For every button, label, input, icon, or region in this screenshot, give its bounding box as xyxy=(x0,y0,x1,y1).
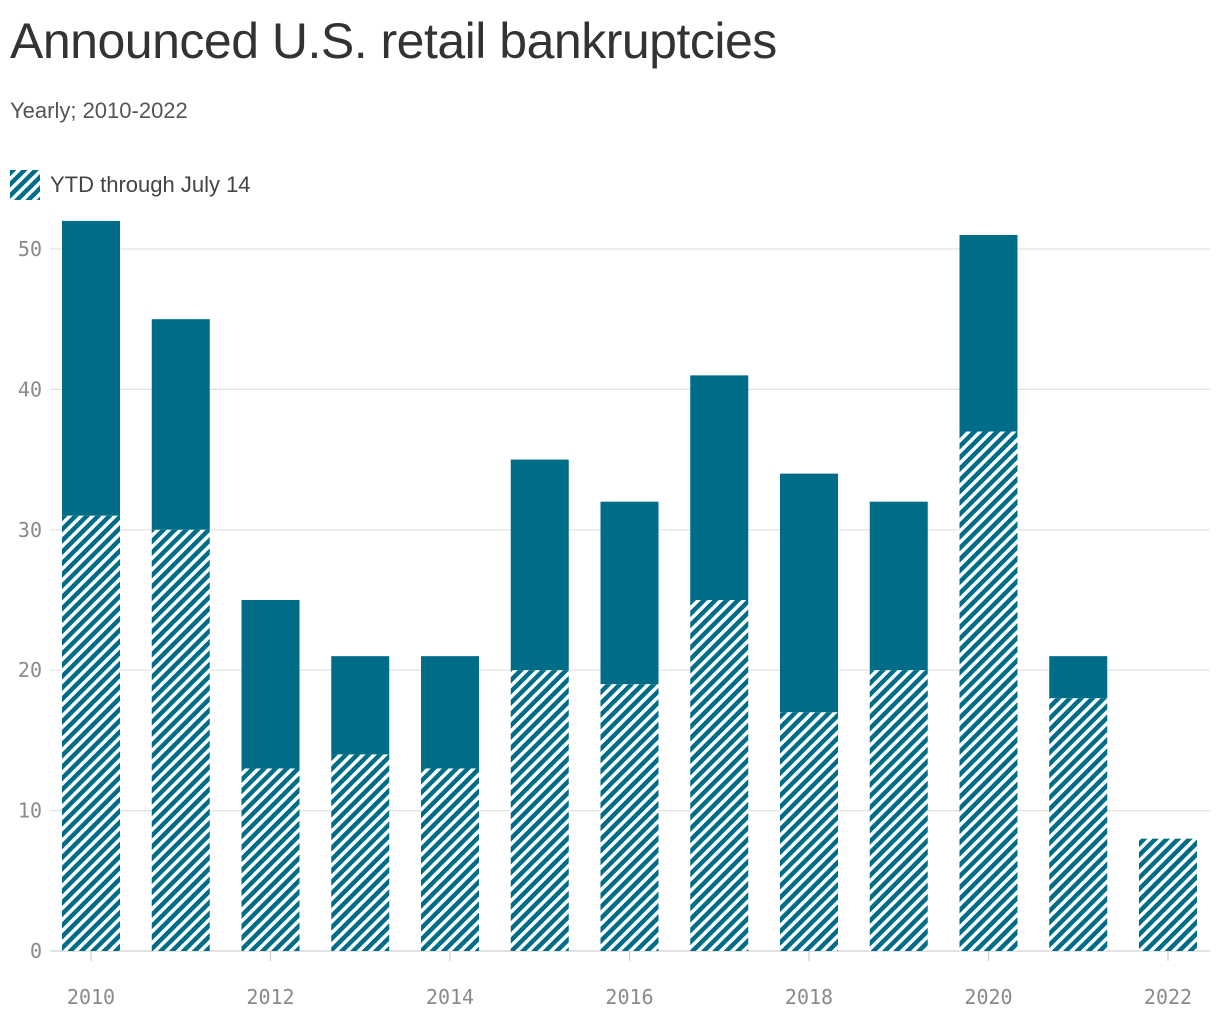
x-tick-label: 2020 xyxy=(964,985,1012,1009)
bar-full-year-2017 xyxy=(690,375,749,600)
bar-full-year-2012 xyxy=(241,600,300,769)
bar-ytd-2012 xyxy=(241,768,300,951)
bar-full-year-2021 xyxy=(1049,656,1108,699)
y-tick-label: 0 xyxy=(30,939,42,963)
x-tick-label: 2016 xyxy=(605,985,653,1009)
bar-ytd-2010 xyxy=(62,515,120,951)
bar-ytd-2018 xyxy=(780,712,838,951)
bar-full-year-2010 xyxy=(62,220,120,516)
bar-ytd-2021 xyxy=(1049,698,1108,951)
chart-title: Announced U.S. retail bankruptcies xyxy=(10,13,777,69)
y-axis: 0 10 20 30 40 50 xyxy=(18,237,42,963)
bar-full-year-2014 xyxy=(421,656,479,769)
bar-ytd-2011 xyxy=(151,529,210,951)
y-tick-label: 30 xyxy=(18,518,42,542)
bar-ytd-2022 xyxy=(1139,838,1197,951)
bar-full-year-2019 xyxy=(869,501,928,671)
legend-label: YTD through July 14 xyxy=(50,172,251,197)
x-tick-label: 2012 xyxy=(246,985,294,1009)
bar-full-year-2018 xyxy=(780,473,838,713)
bar-ytd-2015 xyxy=(510,670,569,951)
bar-ytd-2014 xyxy=(421,768,479,951)
bar-ytd-2020 xyxy=(959,431,1018,951)
y-tick-label: 10 xyxy=(18,799,42,823)
x-axis: 2010 2012 2014 2016 2018 2020 2022 xyxy=(67,951,1192,1009)
bar-full-year-2013 xyxy=(331,656,390,755)
bar-full-year-2015 xyxy=(510,459,569,671)
x-tick-label: 2022 xyxy=(1144,985,1192,1009)
bar-ytd-2017 xyxy=(690,600,749,951)
y-tick-label: 20 xyxy=(18,658,42,682)
legend: YTD through July 14 xyxy=(10,170,251,200)
x-tick-label: 2018 xyxy=(785,985,833,1009)
x-tick-label: 2014 xyxy=(426,985,474,1009)
x-tick-label: 2010 xyxy=(67,985,115,1009)
y-tick-label: 40 xyxy=(18,377,42,401)
bar-full-year-2016 xyxy=(600,501,659,685)
legend-swatch-hatched xyxy=(10,170,40,200)
bar-ytd-2019 xyxy=(869,670,928,951)
chart-subtitle: Yearly; 2010-2022 xyxy=(10,98,188,123)
bar-full-year-2011 xyxy=(151,319,210,530)
bar-ytd-2013 xyxy=(331,754,390,951)
bar-full-year-2020 xyxy=(959,234,1018,432)
y-tick-label: 50 xyxy=(18,237,42,261)
bars xyxy=(62,220,1197,951)
bar-ytd-2016 xyxy=(600,684,659,951)
